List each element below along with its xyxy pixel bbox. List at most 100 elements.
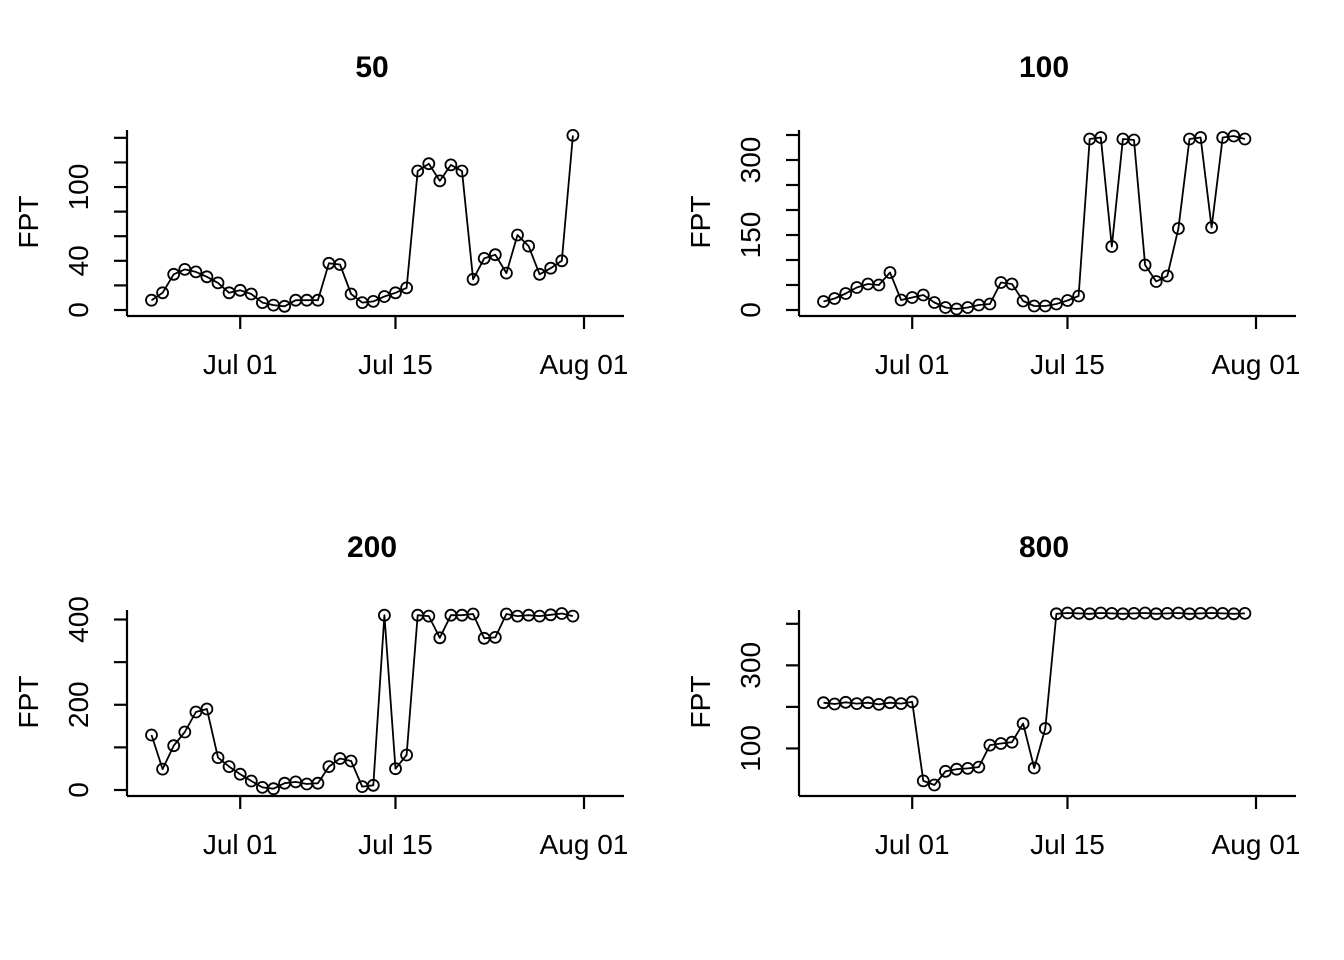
data-point-marker [1171,222,1185,235]
y-tick-label: 300 [735,642,766,689]
data-point-marker [1105,240,1119,253]
x-tick-label: Jul 15 [1030,829,1105,860]
chart-panel-50: 50 FPT 0 40 100 Jul 01 Jul 15 Aug 01 [0,0,672,480]
data-point-marker [1238,606,1252,620]
y-tick-label: 100 [735,725,766,772]
data-point-marker [1005,735,1019,749]
data-point-marker [366,294,380,308]
data-point-marker [1138,258,1152,272]
chart-panel-800: 800 FPT 100 300 Jul 01 Jul 15 Aug 01 [672,480,1344,960]
data-point-marker [850,281,864,294]
data-point-marker [444,158,458,172]
chart-100-svg: 100 FPT 0 150 300 Jul 01 Jul 15 Aug 01 [685,51,1300,380]
x-tick-label: Jul 15 [358,349,433,380]
chart-50-svg: 50 FPT 0 40 100 Jul 01 Jul 15 Aug 01 [13,51,628,380]
data-point-marker [488,248,502,262]
data-point-marker [555,254,569,268]
chart-panel-200: 200 FPT 0 200 400 Jul 01 Jul 15 Aug 01 [0,480,672,960]
data-point-marker [156,286,170,300]
data-point-marker [1072,289,1086,303]
data-point-marker [1094,131,1108,144]
data-point-marker [566,609,580,623]
chart-panel-100: 100 FPT 0 150 300 Jul 01 Jul 15 Aug 01 [672,0,1344,480]
data-point-marker [333,258,347,271]
data-point-marker [566,128,580,142]
data-point-marker [211,751,225,765]
y-tick-label: 0 [63,302,94,318]
x-tick-label: Jul 01 [203,349,278,380]
data-point-marker [233,283,247,297]
data-point-marker [244,287,258,301]
data-point-marker [233,767,247,781]
data-point-marker [344,287,358,301]
data-point-marker [200,702,214,716]
data-point-marker [466,607,480,621]
data-point-marker [1038,722,1052,735]
chart-title: 800 [1019,531,1069,564]
data-point-marker [1149,275,1163,288]
data-point-marker [267,782,280,796]
data-point-marker [167,739,181,753]
data-point-marker [916,774,930,788]
data-point-marker [389,762,402,776]
data-point-marker [389,286,402,300]
data-point-marker [244,774,258,788]
x-tick-label: Jul 15 [358,829,433,860]
data-point-marker [488,630,502,644]
data-point-marker [522,239,535,253]
x-tick-label: Jul 15 [1030,349,1105,380]
data-point-marker [400,281,414,295]
data-point-marker [883,266,897,279]
data-point-marker [278,299,292,313]
data-point-marker [377,608,391,622]
data-point-marker [322,760,336,774]
y-axis-title: FPT [685,196,716,249]
x-tick-label: Aug 01 [540,829,629,860]
data-point-marker [466,272,480,286]
x-tick-label: Jul 01 [875,349,950,380]
data-point-marker [499,266,513,280]
data-point-marker [455,164,469,178]
data-point-marker [927,778,941,792]
series-line [823,612,1245,786]
x-tick-label: Aug 01 [1212,829,1301,860]
data-point-marker [983,297,997,311]
y-tick-label: 0 [63,782,94,798]
data-point-marker [311,293,325,307]
y-tick-label: 400 [63,596,94,643]
data-point-marker [156,762,170,776]
y-tick-label: 100 [63,164,94,211]
y-tick-label: 40 [63,245,94,276]
data-point-marker [1049,297,1063,311]
data-point-marker [1027,761,1041,775]
data-point-marker [1160,269,1174,283]
data-point-marker [477,251,491,265]
data-point-marker [411,164,425,178]
data-point-marker [905,695,919,709]
data-point-marker [422,157,436,171]
data-point-marker [1238,132,1252,146]
chart-title: 200 [347,531,397,564]
data-point-marker [533,267,546,281]
data-point-marker [1005,277,1019,291]
data-point-marker [377,290,391,303]
data-point-marker [511,228,524,242]
data-point-marker [1194,131,1207,144]
data-point-marker [178,725,192,739]
series-line [151,135,574,308]
data-point-marker [916,288,930,302]
y-tick-label: 300 [735,137,766,184]
data-point-marker [145,293,158,307]
data-point-marker [189,265,203,279]
data-point-marker [400,748,414,762]
data-point-marker [1016,294,1030,308]
data-point-marker [200,270,214,284]
data-point-marker [211,276,225,290]
data-point-marker [927,296,941,309]
data-point-marker [344,754,358,768]
data-point-marker [1205,221,1218,234]
data-point-marker [1061,294,1074,307]
data-point-marker [544,261,558,275]
data-point-marker [828,292,842,305]
